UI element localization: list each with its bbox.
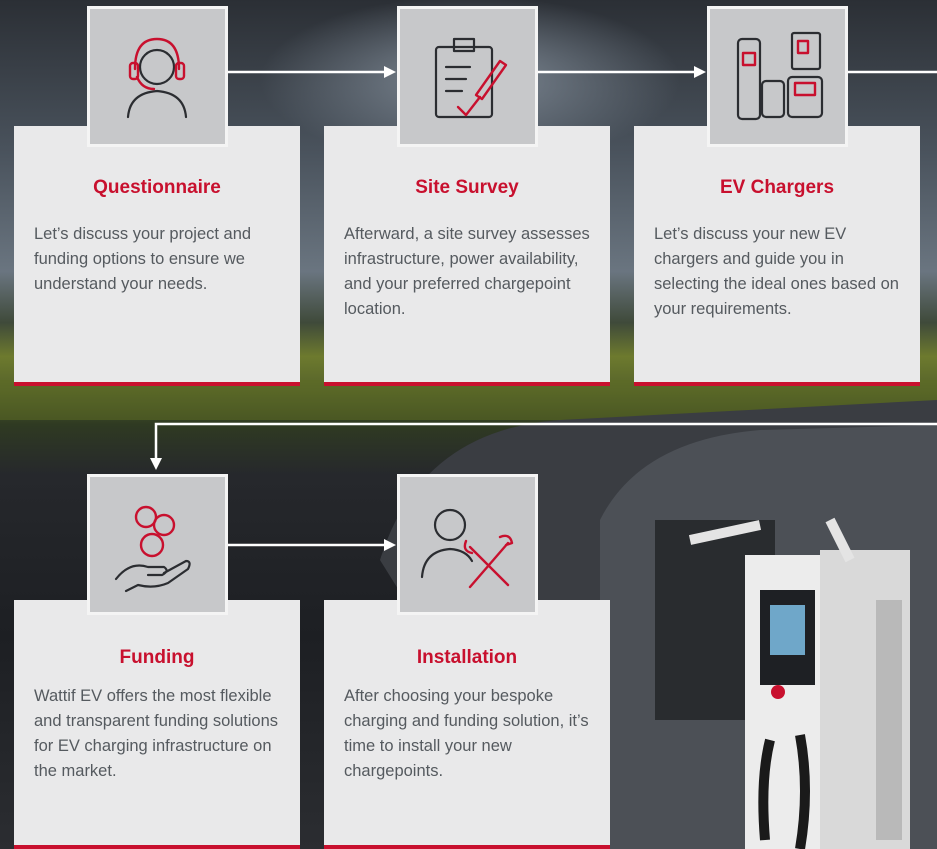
step-card: Installation After choosing your bespoke…	[324, 600, 610, 849]
step-text: Let’s discuss your new EV chargers and g…	[654, 222, 904, 322]
step-text: Let’s discuss your project and funding o…	[34, 222, 284, 297]
icon-box	[87, 474, 228, 615]
icon-box	[87, 6, 228, 147]
step-card: Site Survey Afterward, a site survey ass…	[324, 126, 610, 386]
step-card: EV Chargers Let’s discuss your new EV ch…	[634, 126, 920, 386]
icon-box	[397, 474, 538, 615]
icon-box	[707, 6, 848, 147]
survey-icon	[400, 9, 535, 144]
step-text: After choosing your bespoke charging and…	[344, 684, 594, 784]
step-text: Wattif EV offers the most flexible and t…	[34, 684, 284, 784]
questionnaire-icon	[90, 9, 225, 144]
installation-icon	[400, 477, 535, 612]
step-title: Funding	[14, 647, 300, 669]
step-title: EV Chargers	[634, 177, 920, 199]
step-text: Afterward, a site survey assesses infras…	[344, 222, 594, 322]
step-title: Site Survey	[324, 177, 610, 199]
step-title: Installation	[324, 647, 610, 669]
page: Questionnaire Let’s discuss your project…	[0, 0, 937, 849]
step-card: Funding Wattif EV offers the most flexib…	[14, 600, 300, 849]
icon-box	[397, 6, 538, 147]
chargers-icon	[710, 9, 845, 144]
funding-icon	[90, 477, 225, 612]
step-title: Questionnaire	[14, 177, 300, 199]
step-card: Questionnaire Let’s discuss your project…	[14, 126, 300, 386]
